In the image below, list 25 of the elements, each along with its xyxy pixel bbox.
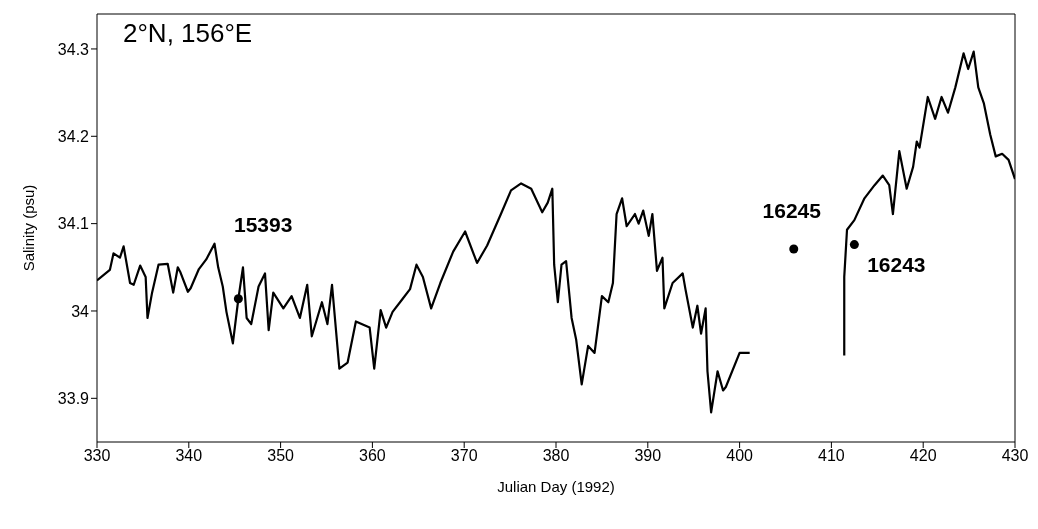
y-tick-label: 34.2 (57, 127, 90, 145)
y-tick-label: 34 (71, 302, 90, 320)
y-tick-label: 34.1 (57, 215, 90, 233)
y-tick-label: 34.3 (57, 40, 90, 58)
x-tick-label: 380 (542, 447, 570, 465)
x-axis-title: Julian Day (1992) (497, 478, 615, 495)
x-tick-label: 340 (175, 447, 203, 465)
annotation: 16245 (762, 199, 822, 223)
x-tick-label: 400 (726, 447, 754, 465)
chart-title: 2°N, 156°E (123, 18, 253, 49)
point (789, 244, 799, 254)
annotation: 15393 (234, 213, 293, 237)
y-tick-label: 33.9 (57, 390, 90, 408)
point (233, 294, 243, 304)
x-tick-label: 410 (818, 447, 845, 465)
x-tick-label: 390 (634, 447, 662, 465)
x-tick-label: 420 (909, 447, 937, 465)
x-tick-label: 350 (267, 447, 295, 465)
x-tick-label: 360 (359, 447, 386, 465)
x-tick-label: 330 (83, 447, 111, 465)
point (849, 240, 859, 250)
x-tick-label: 370 (450, 447, 478, 465)
annotation: 16243 (867, 253, 926, 277)
y-axis-title: Salinity (psu) (20, 184, 38, 272)
x-tick-label: 430 (1001, 447, 1029, 465)
